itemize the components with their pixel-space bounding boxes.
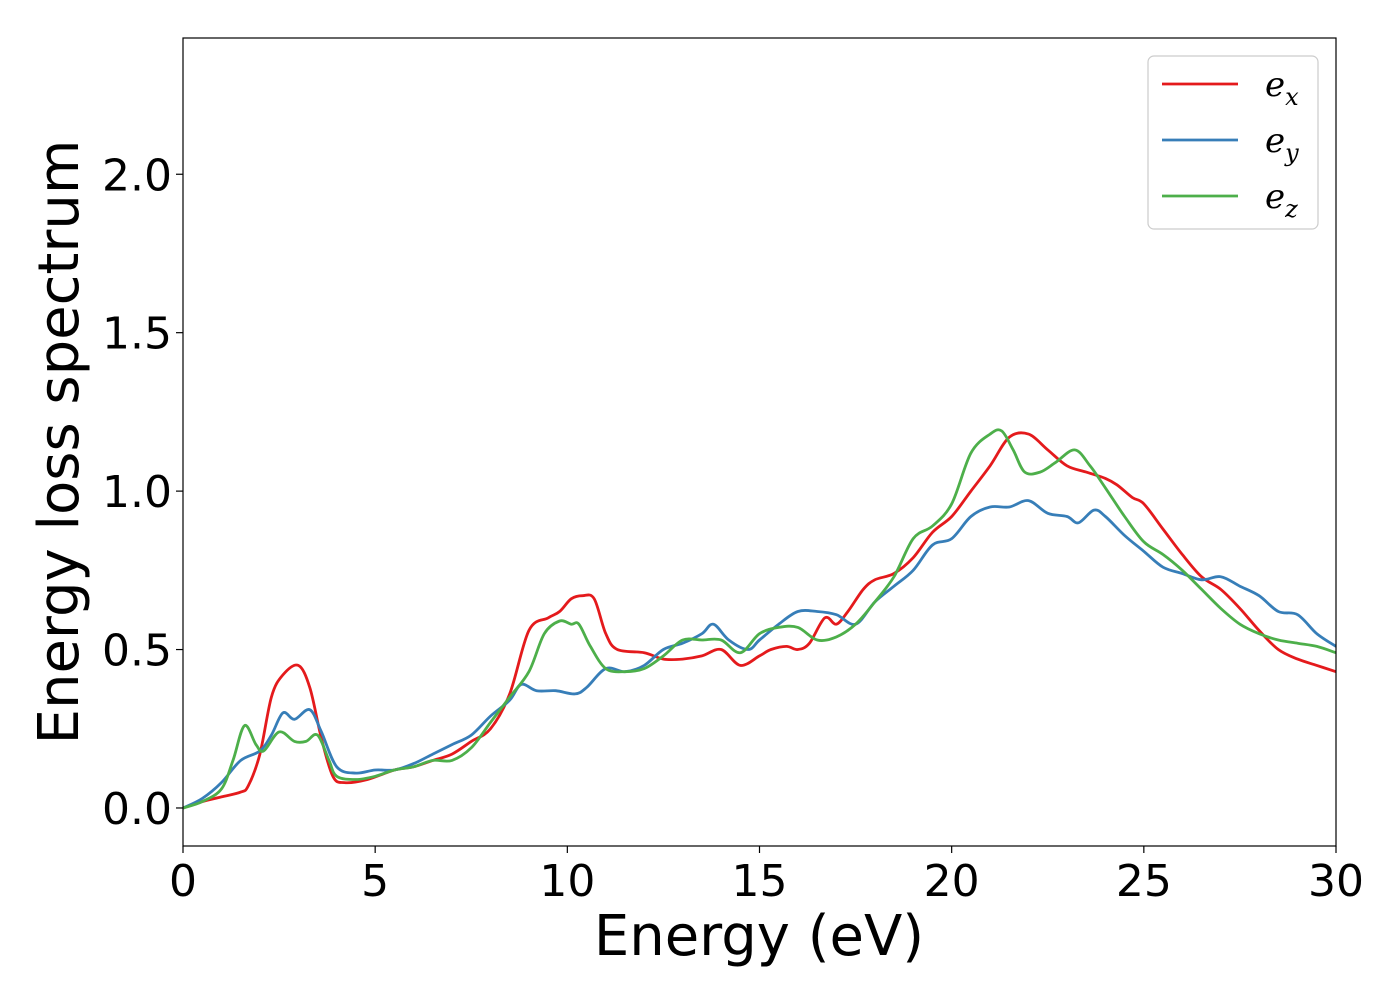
legend-label-z: ez: [1265, 177, 1298, 223]
x-tick-label: 30: [1308, 856, 1364, 907]
legend-label-base: e: [1265, 65, 1285, 105]
x-axis-title: Energy (eV): [594, 904, 924, 969]
series-line-z: [183, 428, 1336, 810]
legend-label-x: ex: [1265, 65, 1299, 111]
x-tick-label: 20: [924, 856, 980, 907]
x-tick-label: 25: [1116, 856, 1172, 907]
y-axis-ticks: 0.0 0.5 1.0 1.5 2.0: [102, 150, 183, 835]
series-line-y: [183, 499, 1336, 810]
legend-label-sub: x: [1285, 83, 1299, 111]
x-tick-label: 5: [361, 856, 389, 907]
legend-label-sub: y: [1284, 139, 1299, 167]
series-layer: [183, 428, 1336, 810]
y-tick-label: 1.5: [102, 309, 172, 360]
y-tick-label: 0.0: [102, 784, 172, 835]
y-tick-label: 1.0: [102, 467, 172, 518]
y-tick-label: 0.5: [102, 626, 172, 677]
x-tick-label: 0: [169, 856, 197, 907]
legend-label-y: ey: [1265, 121, 1299, 167]
series-line-x: [183, 431, 1336, 810]
x-axis-ticks: 0 5 10 15 20 25 30: [169, 846, 1364, 907]
legend-label-base: e: [1265, 121, 1285, 161]
legend-label-sub: z: [1284, 195, 1298, 223]
y-axis-title: Energy loss spectrum: [27, 140, 92, 745]
legend-label-base: e: [1265, 177, 1285, 217]
y-tick-label: 2.0: [102, 150, 172, 201]
legend-box: [1147, 55, 1319, 230]
x-tick-label: 10: [539, 856, 595, 907]
x-tick-label: 15: [732, 856, 788, 907]
